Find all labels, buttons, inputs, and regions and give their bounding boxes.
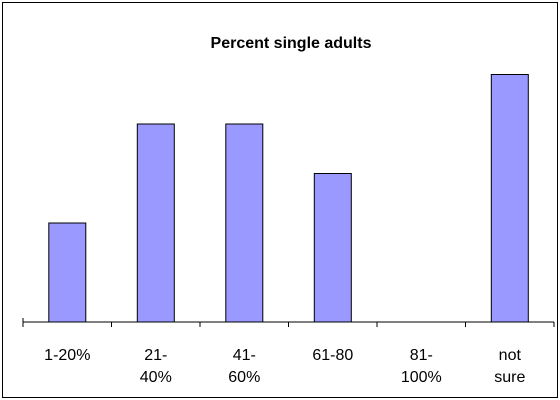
bar-3 (313, 173, 352, 323)
bar-1 (136, 123, 175, 323)
x-tick-label: not sure (494, 347, 525, 386)
bar-5 (490, 74, 529, 323)
x-tick-label: 41-60% (228, 347, 260, 386)
bar-0 (48, 222, 87, 323)
x-tick-label: 81-100% (401, 347, 442, 386)
bar-2 (225, 123, 264, 323)
bar-chart: Percent single adults 1-20% 21-40% 41-60% 6… (22, 35, 555, 386)
chart-title: Percent single adults (211, 35, 372, 52)
x-tick-label: 61-80 (312, 347, 353, 364)
x-tick-label: 21-40% (140, 347, 172, 386)
x-tick-label: 1-20% (44, 347, 90, 364)
